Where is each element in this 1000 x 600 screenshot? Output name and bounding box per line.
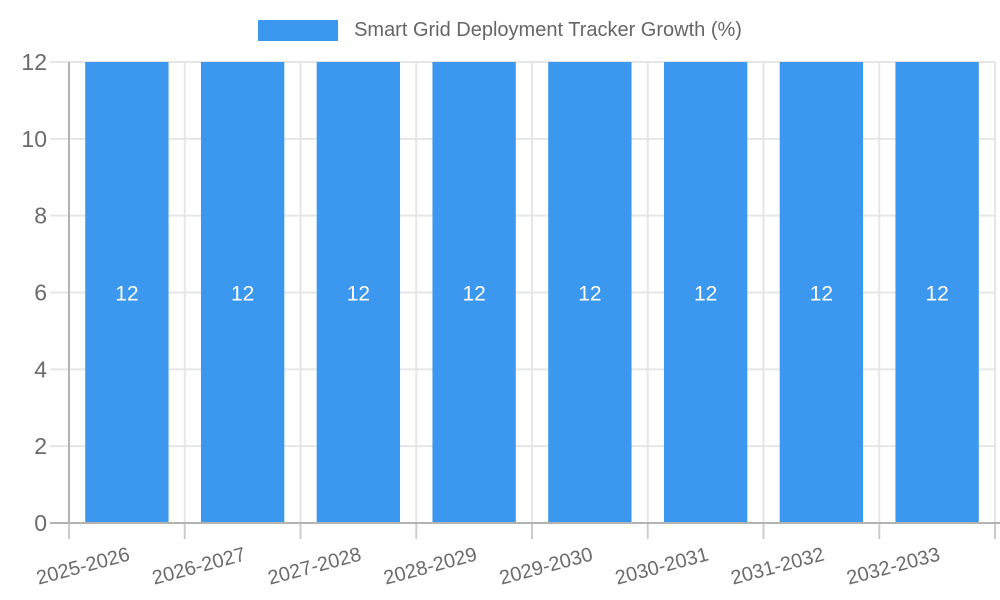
legend-swatch[interactable] xyxy=(258,20,339,41)
bar-value-label: 12 xyxy=(462,283,485,306)
bar xyxy=(200,62,285,523)
bar xyxy=(85,62,169,523)
x-tick-label: 2025-2026 xyxy=(34,544,132,590)
bar-value-label: 12 xyxy=(810,283,833,306)
x-tick-label: 2027-2028 xyxy=(266,544,364,590)
bar xyxy=(779,62,864,523)
x-tick-label: 2030-2031 xyxy=(613,544,711,590)
legend-label[interactable]: Smart Grid Deployment Tracker Growth (%) xyxy=(354,19,742,41)
x-tick-label: 2029-2030 xyxy=(497,544,595,590)
bar xyxy=(663,62,748,523)
bar-value-label: 12 xyxy=(347,283,370,306)
x-tick-label: 2032-2033 xyxy=(844,544,942,590)
x-tick-label: 2028-2029 xyxy=(381,544,479,590)
bar xyxy=(316,62,401,523)
bar xyxy=(432,62,516,523)
bar xyxy=(548,62,632,523)
bar-value-label: 12 xyxy=(115,283,138,306)
y-tick-label: 12 xyxy=(21,49,47,75)
y-tick-label: 2 xyxy=(34,433,47,459)
y-tick-label: 6 xyxy=(34,280,47,306)
bar-value-label: 12 xyxy=(578,283,601,306)
bar-value-label: 12 xyxy=(231,283,254,306)
bar xyxy=(895,62,979,523)
y-tick-label: 8 xyxy=(34,203,47,229)
y-tick-label: 10 xyxy=(21,126,47,152)
y-tick-label: 0 xyxy=(34,510,47,536)
chart-legend: Smart Grid Deployment Tracker Growth (%) xyxy=(0,20,1000,41)
bar-value-label: 12 xyxy=(694,283,717,306)
bar-value-label: 12 xyxy=(925,283,948,306)
y-tick-label: 4 xyxy=(34,356,47,382)
x-tick-label: 2031-2032 xyxy=(729,544,827,590)
x-tick-label: 2026-2027 xyxy=(150,544,248,590)
